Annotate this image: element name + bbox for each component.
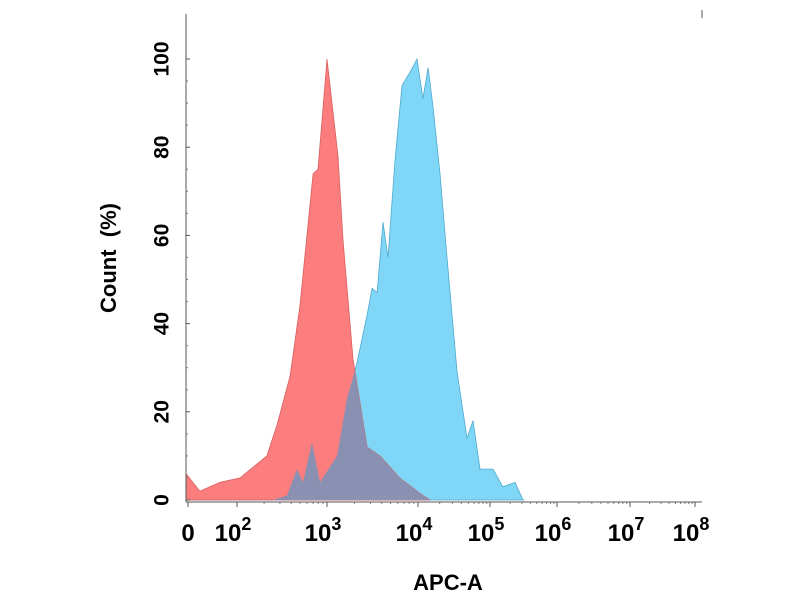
x-tick-base: 10 xyxy=(396,520,423,547)
x-tick-base: 10 xyxy=(305,520,332,547)
x-tick-exponent: 3 xyxy=(331,514,341,534)
x-ticks: 0 102 103 104 105 106 107 108 xyxy=(181,502,709,547)
y-tick-label: 80 xyxy=(151,136,174,159)
x-tick-label: 106 xyxy=(535,514,572,547)
x-tick-label: 108 xyxy=(673,514,710,547)
x-tick-exponent: 7 xyxy=(634,514,644,534)
y-axis-label: Count (%) xyxy=(96,203,121,313)
x-tick-base: 10 xyxy=(608,520,635,547)
x-tick-base: 10 xyxy=(535,520,562,547)
y-tick-label: 100 xyxy=(151,41,174,76)
x-tick-label: 105 xyxy=(468,514,505,547)
x-tick-label: 107 xyxy=(608,514,645,547)
y-tick-label: 40 xyxy=(151,312,174,335)
x-tick-label: 102 xyxy=(215,514,252,547)
x-tick-exponent: 4 xyxy=(422,514,432,534)
y-ticks: 0 20 40 60 80 100 xyxy=(151,41,190,506)
y-tick-label: 60 xyxy=(151,224,174,247)
x-tick-base: 0 xyxy=(181,520,194,547)
y-tick-label: 20 xyxy=(151,400,174,423)
x-tick-label: 0 xyxy=(181,520,194,547)
overlap-area xyxy=(186,371,700,500)
x-tick-exponent: 6 xyxy=(561,514,571,534)
x-tick-base: 10 xyxy=(673,520,700,547)
y-tick-label: 0 xyxy=(151,494,174,506)
x-tick-label: 103 xyxy=(305,514,342,547)
x-axis-label: APC-A xyxy=(413,570,483,595)
x-tick-label: 104 xyxy=(396,514,433,547)
x-tick-exponent: 5 xyxy=(494,514,504,534)
x-tick-exponent: 2 xyxy=(241,514,251,534)
x-tick-exponent: 8 xyxy=(699,514,709,534)
x-tick-base: 10 xyxy=(468,520,495,547)
plot-area xyxy=(185,57,700,501)
x-tick-base: 10 xyxy=(215,520,242,547)
